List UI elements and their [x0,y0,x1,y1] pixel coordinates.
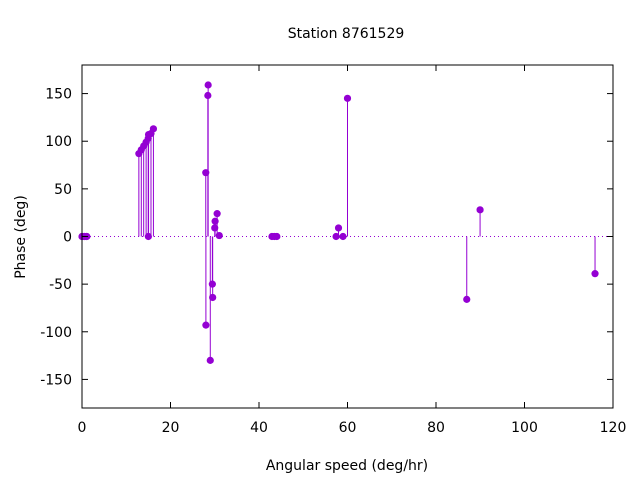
data-point [204,81,212,89]
data-point [476,206,484,214]
x-tick-label: 40 [250,420,268,436]
x-tick-label: 80 [427,420,445,436]
y-tick-labels: -150 -100 -50 0 50 100 150 [40,87,72,389]
data-point [213,210,221,218]
data-point [343,94,352,102]
y-tick-label: -100 [40,325,72,341]
data-point [339,232,347,241]
data-point [202,169,210,177]
x-tick-label: 0 [78,420,87,436]
data-point [463,295,471,303]
x-axis-label: Angular speed (deg/hr) [266,458,428,474]
data-point [215,231,223,240]
y-tick-label: 50 [54,182,72,198]
y-tick-label: -150 [40,372,72,388]
data-point [204,91,212,100]
data-point [149,125,158,133]
data-point [591,270,599,278]
data-point [144,232,152,241]
data-point [206,356,214,364]
y-tick-label: -50 [49,277,72,293]
y-tick-label: 150 [45,87,72,103]
x-tick-label: 60 [339,420,357,436]
x-tick-label: 20 [162,420,180,436]
x-tick-label: 100 [511,420,538,436]
data-point [208,280,216,288]
impulse-lines [138,85,596,361]
x-tick-label: 120 [600,420,627,436]
data-points [78,81,599,364]
data-point [332,232,340,241]
x-tick-labels: 0 20 40 60 80 100 120 [78,420,627,436]
y-axis-label: Phase (deg) [13,195,29,279]
tick-marks [81,65,614,408]
y-tick-label: 0 [63,230,72,246]
data-point [202,321,210,329]
data-point [211,224,219,232]
data-point [209,293,217,302]
data-point [211,217,219,225]
chart-title: Station 8761529 [288,26,405,42]
y-tick-label: 100 [45,134,72,150]
data-point [273,232,281,241]
data-point [334,224,343,232]
